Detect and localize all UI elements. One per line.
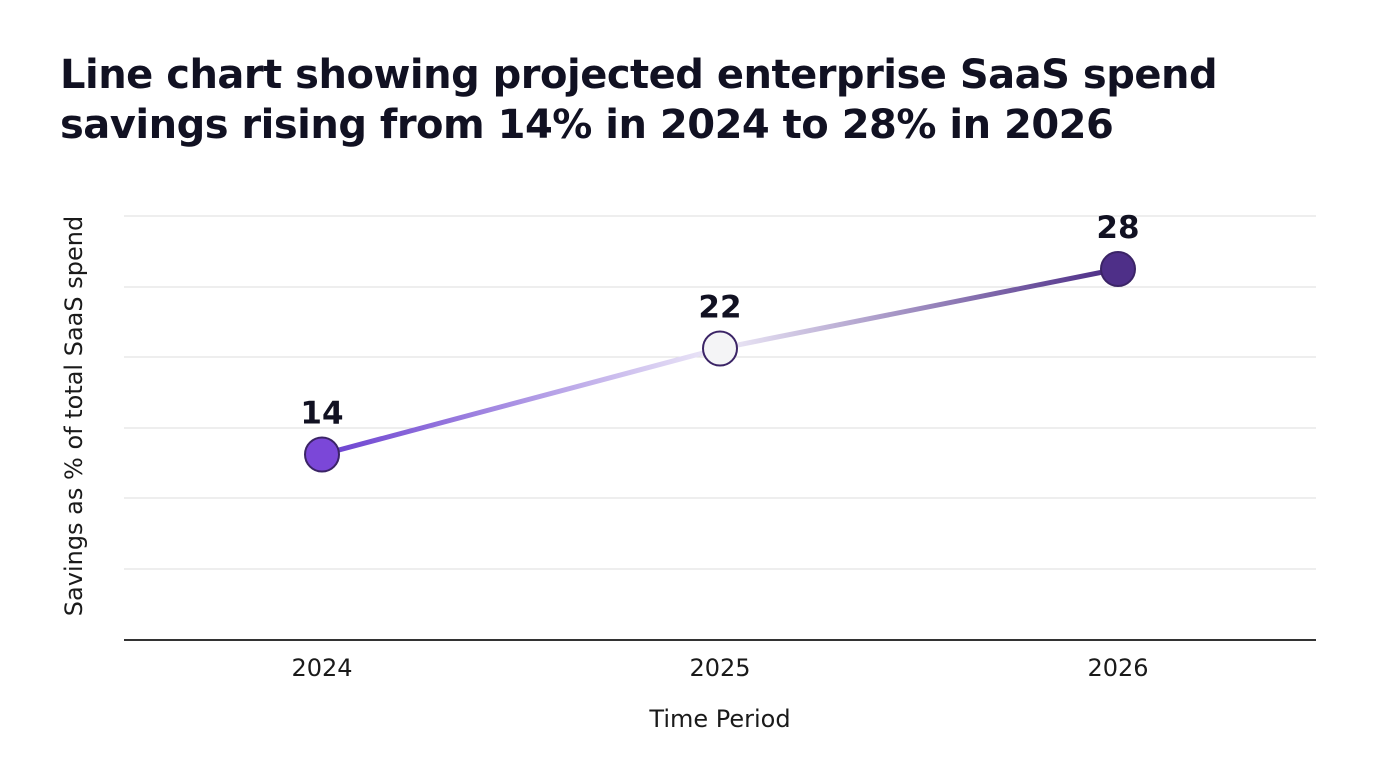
- marker-2024: [304, 436, 340, 473]
- data-label-2024: 14: [300, 396, 343, 432]
- x-axis-tick-labels: 2024 2025 2026: [291, 654, 1148, 682]
- series-markers: [304, 251, 1136, 473]
- gridlines: [124, 215, 1316, 570]
- x-tick-label-2024: 2024: [291, 654, 352, 682]
- x-tick-label-2026: 2026: [1087, 654, 1148, 682]
- marker-2025: [702, 330, 738, 367]
- x-tick-label-2025: 2025: [689, 654, 750, 682]
- x-axis-title: Time Period: [648, 705, 790, 733]
- data-labels: 14 22 28: [300, 210, 1139, 432]
- y-axis-title: Savings as % of total SaaS spend: [60, 216, 88, 616]
- marker-2026: [1100, 251, 1136, 287]
- chart-title: Line chart showing projected enterprise …: [60, 52, 1218, 148]
- data-label-2026: 28: [1096, 210, 1139, 246]
- data-label-2025: 22: [698, 290, 741, 326]
